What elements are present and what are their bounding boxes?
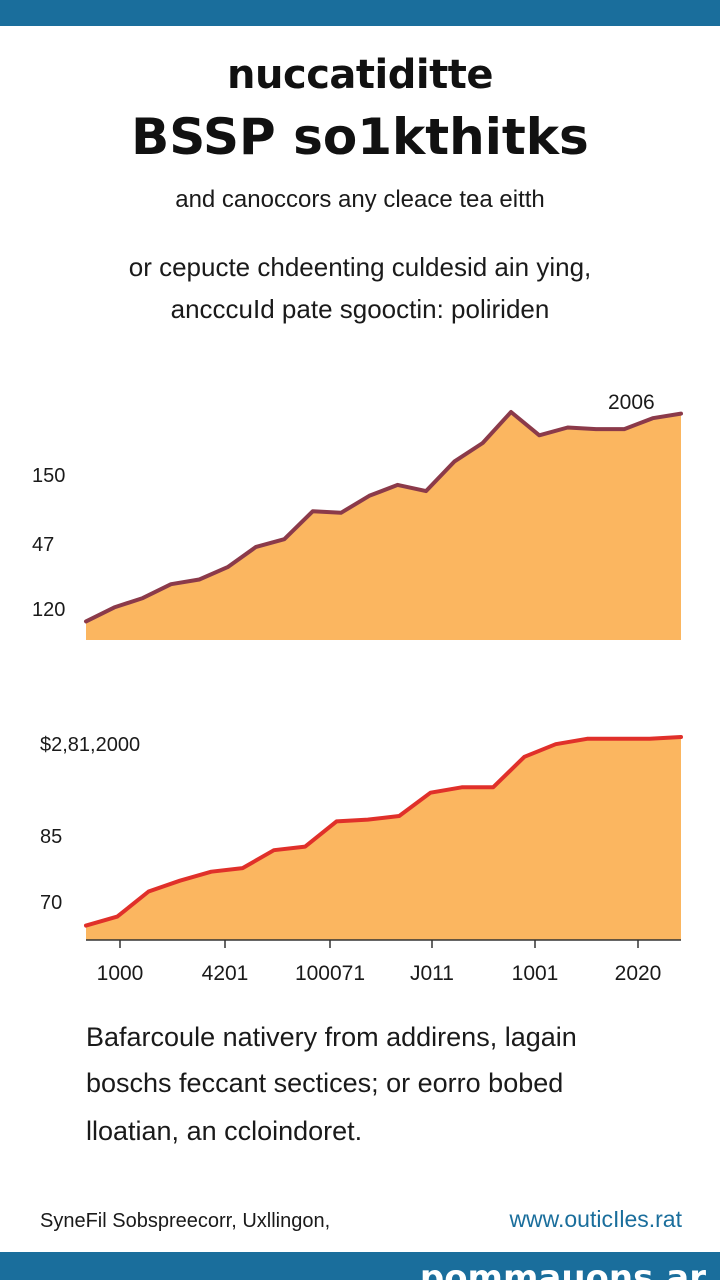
area-fill bbox=[86, 737, 681, 940]
data-point bbox=[303, 845, 307, 849]
data-point bbox=[396, 483, 400, 487]
area-fill bbox=[86, 412, 681, 640]
subtitle-line-1: and canoccors any cleace tea eitth bbox=[175, 186, 545, 213]
series-line bbox=[84, 410, 683, 624]
data-point bbox=[84, 619, 88, 624]
data-point bbox=[169, 582, 173, 586]
data-point bbox=[452, 460, 456, 464]
y-tick-label: $2,81,2000 bbox=[40, 734, 140, 756]
data-point bbox=[147, 889, 151, 894]
data-point bbox=[554, 742, 558, 746]
description-line-1: Bafarcoule nativery from addirens, lagai… bbox=[86, 1022, 577, 1052]
data-point bbox=[460, 785, 464, 789]
data-point bbox=[209, 870, 213, 874]
y-tick-label: 85 bbox=[40, 826, 62, 848]
data-point bbox=[272, 848, 276, 852]
data-point bbox=[428, 791, 433, 795]
x-tick-label: J011 bbox=[410, 962, 454, 985]
data-point bbox=[254, 545, 258, 549]
y-tick-label: 150 bbox=[32, 465, 65, 487]
y-tick-label: 70 bbox=[40, 892, 62, 914]
top-accent-bar bbox=[0, 0, 720, 26]
y-tick-label: 120 bbox=[32, 599, 65, 621]
data-point bbox=[616, 737, 621, 741]
x-tick-label: 1001 bbox=[512, 962, 559, 985]
bottom-banner-text: pommauons.ar bbox=[419, 1258, 706, 1280]
data-point bbox=[84, 924, 88, 928]
peak-annotation: 2006 bbox=[608, 391, 655, 414]
series-line bbox=[84, 735, 683, 928]
x-tick-label: 100071 bbox=[295, 962, 365, 985]
lower-area-chart: $2,81,2000 85 70 1000 4201 100071 J011 1001 2020 bbox=[40, 734, 683, 985]
data-point bbox=[679, 735, 683, 739]
footer-source: SyneFil Sobspreecorr, Uxllingon, bbox=[40, 1210, 331, 1232]
footer-website-link[interactable]: www.outicIles.rat bbox=[509, 1206, 682, 1232]
data-point bbox=[622, 427, 626, 431]
bottom-accent-bar: pommauons.ar bbox=[0, 1252, 720, 1280]
area-charts: 150 47 120 2006 $2,81,2000 85 70 1000 4201 10007… bbox=[32, 391, 683, 985]
data-point bbox=[481, 441, 485, 445]
data-point bbox=[334, 819, 339, 824]
description-line-2: boschs feccant sectices; or eorro bobed bbox=[86, 1068, 564, 1098]
description-line-3: lloatian, an ccloindoret. bbox=[86, 1116, 363, 1146]
data-point bbox=[367, 494, 371, 498]
data-point bbox=[366, 818, 370, 822]
data-point bbox=[141, 596, 145, 600]
subtitle-line-3: ancccuId pate sgooctin: poliriden bbox=[170, 294, 550, 324]
data-point bbox=[566, 425, 570, 430]
data-point bbox=[282, 537, 286, 541]
data-point bbox=[585, 737, 589, 741]
data-point bbox=[537, 433, 541, 437]
data-point bbox=[522, 755, 527, 759]
data-point bbox=[339, 511, 343, 515]
data-point bbox=[651, 416, 655, 420]
x-tick-label: 1000 bbox=[97, 962, 144, 985]
data-point bbox=[648, 737, 652, 741]
data-point bbox=[491, 785, 495, 789]
title-line-1: nuccatiditte bbox=[227, 52, 493, 98]
upper-area-chart: 150 47 120 2006 bbox=[32, 391, 683, 640]
subtitle-line-2: or cepucte chdeenting culdesid ain ying, bbox=[128, 252, 592, 282]
data-point bbox=[226, 565, 230, 569]
data-point bbox=[115, 915, 119, 919]
data-point bbox=[112, 605, 116, 610]
data-point bbox=[424, 489, 428, 493]
x-tick-label: 2020 bbox=[615, 962, 662, 985]
data-point bbox=[241, 866, 245, 870]
x-tick-label: 4201 bbox=[202, 962, 249, 985]
data-point bbox=[397, 814, 401, 818]
data-point bbox=[311, 509, 315, 513]
data-point bbox=[197, 577, 201, 582]
data-point bbox=[679, 412, 683, 416]
data-point bbox=[178, 879, 182, 883]
y-tick-label: 47 bbox=[32, 534, 54, 556]
data-point bbox=[509, 410, 513, 414]
title-line-2: BSSP so1kthitks bbox=[131, 108, 589, 166]
data-point bbox=[594, 427, 598, 431]
